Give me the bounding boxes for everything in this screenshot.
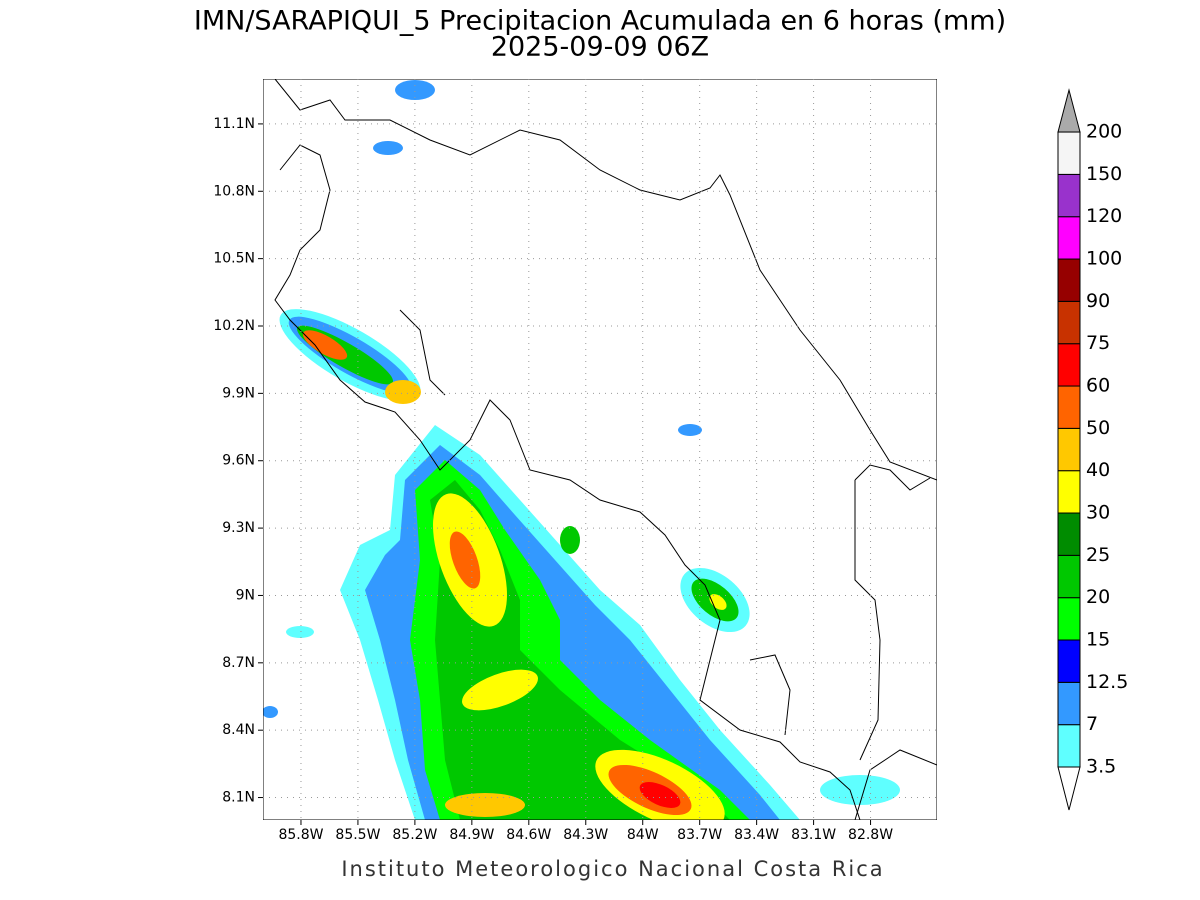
y-tick-label: 10.8N [213,183,255,199]
x-tick-label: 84.6W [506,827,551,843]
colorbar-label: 75 [1086,332,1110,354]
colorbar-label: 60 [1086,375,1110,397]
colorbar-box [1057,258,1081,302]
x-tick-label: 85.2W [392,827,437,843]
colorbar-box [1057,216,1081,260]
colorbar-box [1057,639,1081,683]
y-tick-label: 8.7N [222,655,255,671]
colorbar-box [1057,724,1081,768]
title: IMN/SARAPIQUI_5 Precipitacion Acumulada … [194,6,1006,37]
colorbar-box [1057,470,1081,514]
y-tick-label: 8.4N [222,722,255,738]
y-tick-label: 9.6N [222,453,255,469]
colorbar-over [1057,88,1081,133]
colorbar-label: 150 [1086,163,1122,185]
colorbar-box [1057,173,1081,218]
x-tick-label: 83.4W [734,827,779,843]
colorbar-label: 120 [1086,205,1122,227]
y-tick-label: 9.3N [222,520,255,536]
x-tick-label: 84W [627,827,659,843]
colorbar-label: 50 [1086,417,1110,439]
y-tick-label: 9N [236,587,255,603]
colorbar-label: 100 [1086,248,1122,270]
colorbar-box [1057,681,1081,726]
x-tick-label: 85.8W [278,827,323,843]
colorbar-label: 30 [1086,502,1110,524]
colorbar-label: 3.5 [1086,756,1116,778]
y-tick-label: 8.1N [222,790,255,806]
precipitation-field [263,80,900,820]
colorbar-box [1057,597,1081,641]
colorbar-label: 15 [1086,629,1110,651]
subtitle: 2025-09-09 06Z [491,32,709,63]
colorbar-label: 20 [1086,586,1110,608]
x-tick-label: 84.9W [449,827,494,843]
colorbar-box [1057,427,1081,472]
colorbar-label: 7 [1086,713,1098,735]
colorbar-label: 90 [1086,290,1110,312]
colorbar-box [1057,343,1081,387]
colorbar-label: 40 [1086,459,1110,481]
y-tick-label: 10.2N [213,318,255,334]
y-tick-label: 9.9N [222,385,255,401]
x-tick-label: 82.8W [848,827,893,843]
x-tick-label: 84.3W [563,827,608,843]
colorbar-box [1057,300,1081,345]
x-tick-label: 83.7W [677,827,722,843]
colorbar-box [1057,131,1081,175]
colorbar-label: 12.5 [1086,671,1128,693]
y-tick-label: 11.1N [213,116,255,132]
colorbar-label: 200 [1086,121,1122,143]
coastlines [263,79,937,820]
colorbar-box [1057,554,1081,599]
x-tick-label: 83.1W [791,827,836,843]
colorbar-box [1057,385,1081,429]
x-tick-label: 85.5W [335,827,380,843]
colorbar-under [1057,766,1081,811]
footer: Instituto Meteorologico Nacional Costa R… [341,857,884,881]
colorbar-box [1057,512,1081,556]
colorbar-label: 25 [1086,544,1110,566]
y-tick-label: 10.5N [213,251,255,267]
